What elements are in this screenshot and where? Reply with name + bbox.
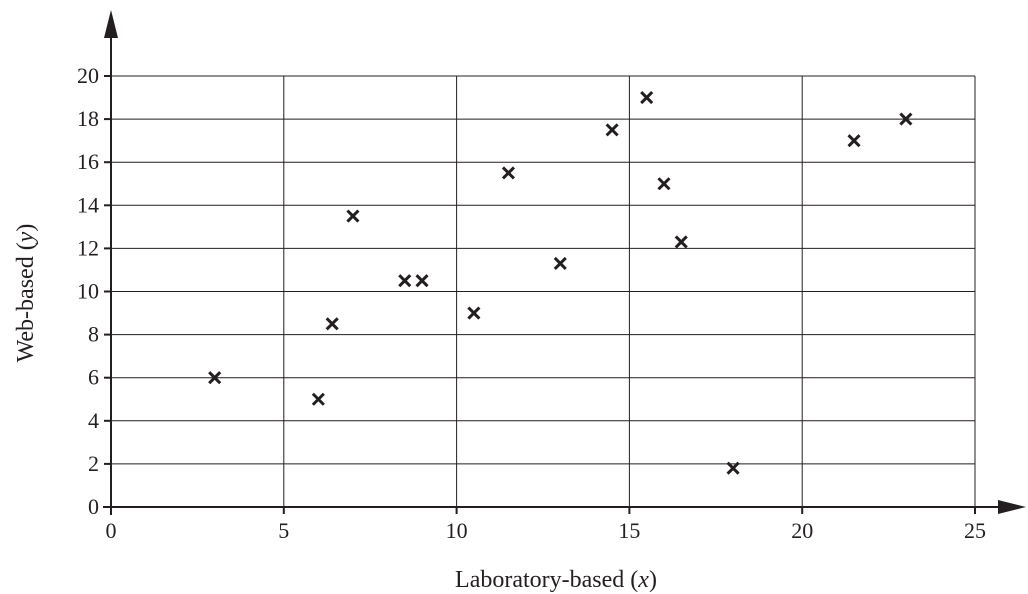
- y-tick-label: 20: [77, 63, 99, 88]
- data-point: [849, 135, 860, 146]
- x-axis-label-var: x: [637, 567, 649, 593]
- data-point: [327, 318, 338, 329]
- data-point: [399, 275, 410, 286]
- data-point: [676, 236, 687, 247]
- x-tick-label: 5: [278, 518, 289, 543]
- y-tick-label: 6: [88, 365, 99, 390]
- x-axis-label: Laboratory-based (x): [455, 567, 657, 593]
- x-axis-arrowhead: [998, 500, 1026, 514]
- y-axis-arrowhead: [104, 10, 118, 38]
- y-axis-label-text: Web-based (: [13, 242, 39, 362]
- y-tick-label: 12: [77, 235, 99, 260]
- y-tick-label: 10: [77, 279, 99, 304]
- y-tick-label: 8: [88, 322, 99, 347]
- y-tick-label: 4: [88, 408, 99, 433]
- y-tick-label: 0: [88, 494, 99, 519]
- data-point: [641, 92, 652, 103]
- data-points: [209, 92, 911, 474]
- data-point: [658, 178, 669, 189]
- y-axis-label-close: ): [13, 224, 39, 232]
- y-tick-label: 14: [77, 192, 99, 217]
- y-tick-label: 16: [77, 149, 99, 174]
- x-tick-label: 15: [618, 518, 640, 543]
- data-point: [417, 275, 428, 286]
- x-tick-label: 10: [446, 518, 468, 543]
- y-axis-label: Web-based (y): [13, 224, 39, 363]
- x-tick-label: 20: [791, 518, 813, 543]
- y-tick-label: 18: [77, 106, 99, 131]
- data-point: [503, 167, 514, 178]
- data-point: [468, 308, 479, 319]
- x-tick-label: 25: [964, 518, 986, 543]
- x-tick-label: 0: [106, 518, 117, 543]
- y-tick-label: 2: [88, 451, 99, 476]
- data-point: [347, 211, 358, 222]
- data-point: [555, 258, 566, 269]
- y-axis-label-var: y: [13, 231, 39, 244]
- grid: [111, 76, 975, 507]
- data-point: [313, 394, 324, 405]
- axes: [103, 10, 1026, 515]
- x-axis-label-close: ): [649, 567, 657, 593]
- data-point: [607, 124, 618, 135]
- x-axis-label-text: Laboratory-based (: [455, 567, 638, 593]
